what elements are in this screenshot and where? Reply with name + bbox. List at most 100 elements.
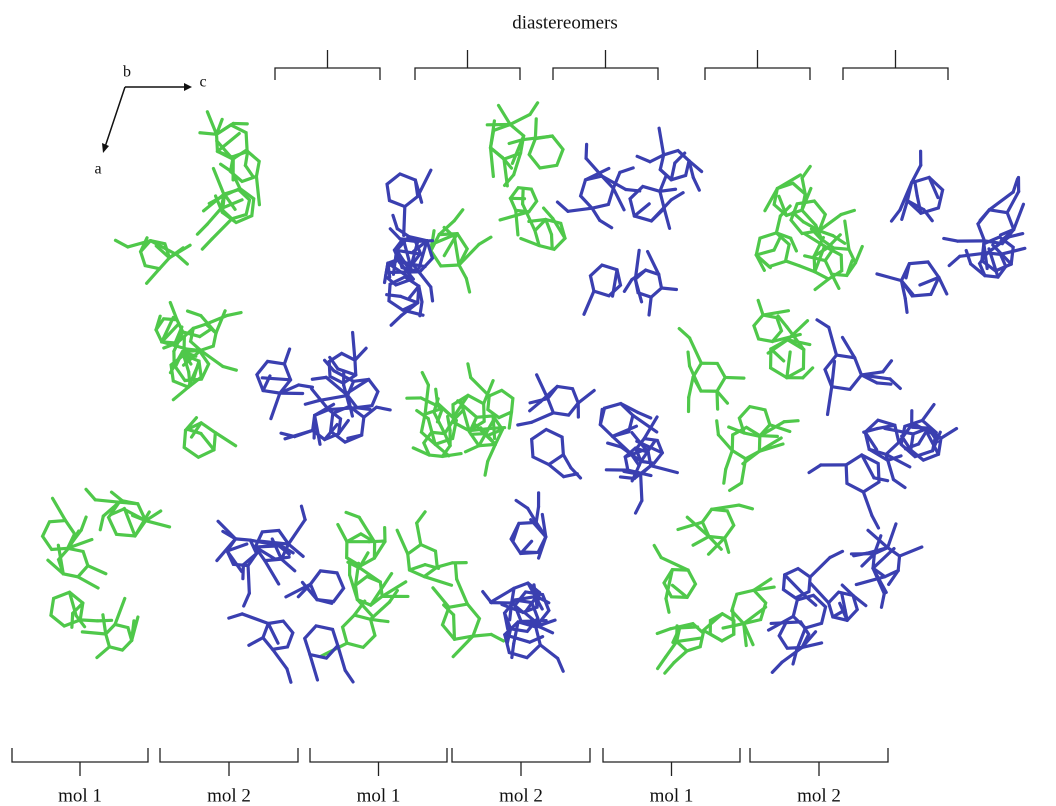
- bracket-label: mol 1: [650, 785, 694, 806]
- bond: [66, 529, 81, 551]
- bond: [260, 376, 293, 382]
- bond: [259, 539, 291, 546]
- bond: [526, 506, 538, 524]
- bond: [999, 227, 1016, 243]
- bond: [659, 286, 679, 292]
- bond: [540, 512, 548, 539]
- bond: [722, 536, 731, 554]
- ring: [486, 388, 515, 420]
- bond: [658, 173, 668, 193]
- bond: [865, 546, 890, 555]
- bond: [845, 259, 854, 278]
- bracket: [451, 748, 591, 776]
- bond: [395, 528, 410, 556]
- bond: [222, 192, 237, 211]
- bond: [241, 551, 259, 567]
- molecule: [766, 522, 924, 674]
- bracket: [842, 50, 949, 80]
- bond: [358, 551, 370, 568]
- bond: [785, 325, 806, 352]
- bond: [399, 301, 420, 318]
- bond: [514, 498, 530, 510]
- bond: [663, 660, 676, 675]
- bond: [800, 630, 818, 650]
- bond: [413, 239, 435, 243]
- bond: [372, 539, 387, 560]
- bond: [618, 166, 635, 174]
- bond: [452, 393, 470, 418]
- bond: [789, 236, 799, 253]
- bond: [528, 400, 543, 413]
- arrowhead: [184, 83, 192, 91]
- bond: [154, 314, 162, 332]
- bond: [464, 276, 472, 294]
- bond: [368, 617, 390, 624]
- bond: [183, 416, 199, 432]
- bond: [590, 206, 602, 222]
- bond: [175, 253, 189, 266]
- bond: [204, 313, 229, 326]
- bond: [648, 153, 666, 164]
- bond: [534, 594, 551, 605]
- bond: [685, 515, 711, 539]
- bond: [225, 549, 244, 574]
- bond: [969, 262, 987, 278]
- bond: [851, 593, 868, 608]
- ring: [752, 313, 784, 344]
- bond: [96, 618, 114, 623]
- bond: [386, 256, 403, 268]
- ring: [899, 418, 938, 459]
- bond: [884, 452, 912, 469]
- bond: [93, 498, 121, 504]
- bond: [389, 313, 403, 327]
- bond: [840, 583, 855, 598]
- bottom-brackets: mol 1 mol 2 mol 1 mol 2 mol 1 mol 2: [11, 748, 889, 806]
- bond: [707, 534, 723, 551]
- bond: [500, 602, 525, 615]
- ring: [40, 518, 77, 552]
- bond: [909, 163, 923, 185]
- bond: [189, 421, 203, 439]
- bond: [964, 248, 973, 266]
- bond: [411, 446, 431, 457]
- bond: [113, 596, 127, 626]
- bond: [508, 601, 514, 622]
- bond: [900, 199, 909, 221]
- bond: [451, 634, 475, 659]
- bond: [551, 216, 567, 240]
- bracket-label: mol 1: [357, 785, 401, 806]
- bond: [817, 212, 843, 233]
- bond: [569, 466, 583, 480]
- bond: [777, 194, 789, 218]
- bond: [416, 168, 433, 198]
- ring: [781, 566, 812, 600]
- bond: [95, 645, 112, 660]
- bond: [344, 510, 361, 519]
- bond: [630, 431, 650, 454]
- bond: [353, 561, 361, 587]
- bracket: [602, 748, 741, 776]
- bond: [385, 293, 403, 298]
- bond: [715, 419, 721, 437]
- bond: [519, 236, 541, 248]
- bond: [860, 453, 876, 480]
- bond: [216, 519, 238, 541]
- bond: [808, 581, 831, 605]
- bond: [198, 131, 219, 136]
- bond: [710, 503, 741, 511]
- bond: [772, 235, 782, 252]
- bond: [487, 427, 505, 437]
- bond: [528, 396, 550, 405]
- crystal-packing: [40, 101, 1027, 684]
- bond: [731, 608, 736, 636]
- bond: [827, 325, 839, 357]
- axis-indicator: b c a: [94, 64, 206, 178]
- bond: [254, 174, 262, 207]
- bond: [716, 433, 734, 453]
- bond: [904, 262, 911, 280]
- bond: [860, 552, 876, 568]
- molecule: [481, 491, 565, 673]
- bond: [632, 202, 651, 218]
- bond: [488, 119, 497, 150]
